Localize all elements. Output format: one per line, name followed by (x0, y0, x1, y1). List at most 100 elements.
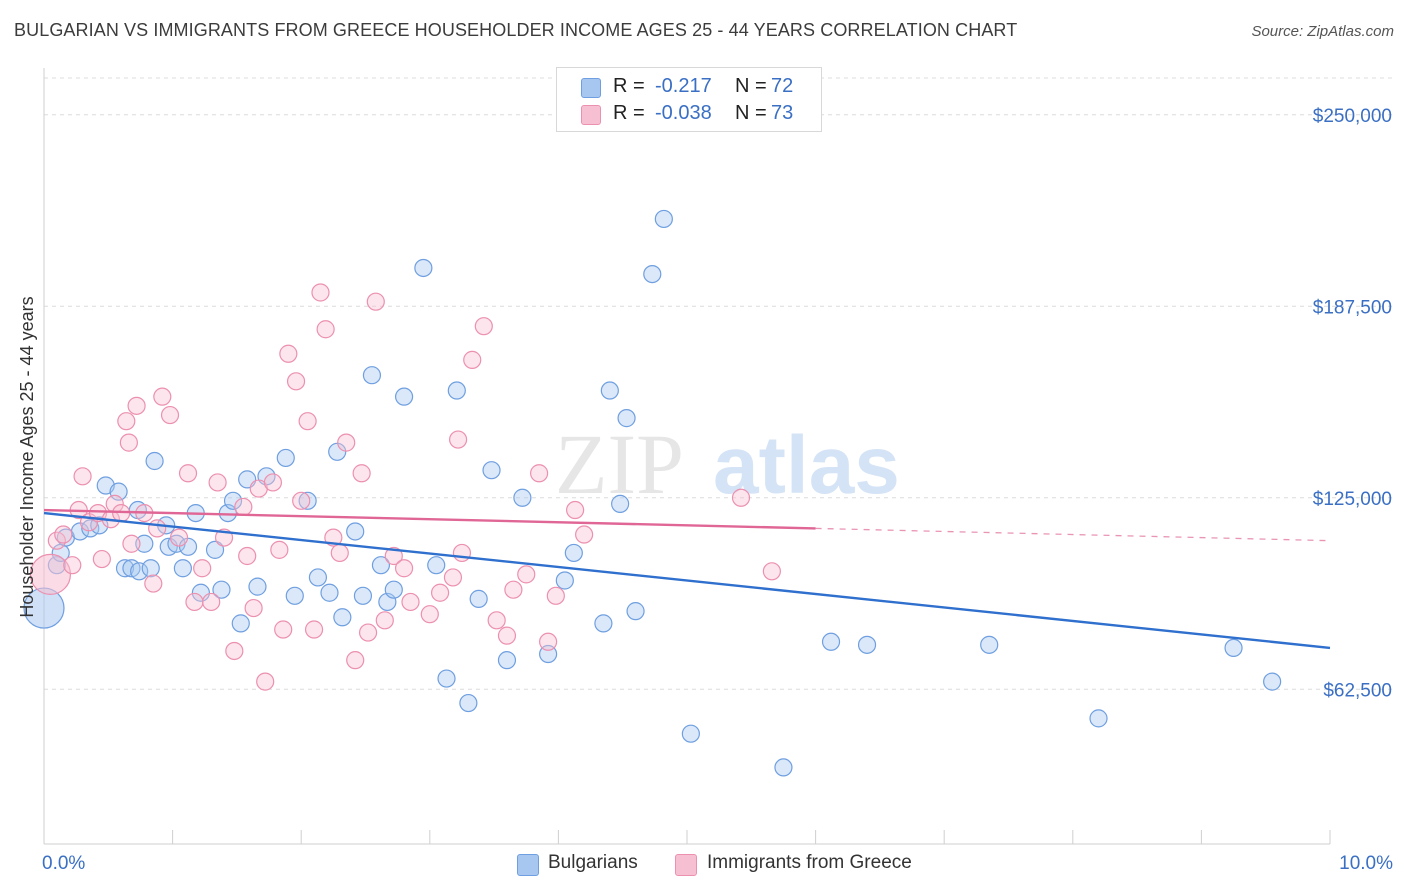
point-bulgarians (362, 366, 382, 385)
point-greece (148, 519, 167, 538)
point-greece (54, 525, 73, 544)
point-bulgarians (320, 583, 339, 602)
point-greece (193, 559, 212, 578)
point-greece (122, 534, 141, 553)
point-bulgarians (681, 724, 700, 743)
point-bulgarians (600, 381, 619, 400)
axis-labels: $62,500 $125,000 $187,500 $250,000 0.0% 10.0%… (17, 106, 1393, 874)
point-bulgarians (205, 540, 225, 559)
point-greece (546, 586, 565, 605)
point-greece (304, 620, 324, 639)
legend-r-label: R = (613, 102, 645, 124)
point-bulgarians (223, 491, 243, 510)
legend-n-label: N = (735, 75, 767, 97)
point-bulgarians (333, 608, 352, 627)
point-greece (401, 592, 420, 612)
point-greece (311, 283, 330, 302)
series-label-greece[interactable]: Immigrants from Greece (707, 852, 912, 873)
point-bulgarians (513, 488, 532, 507)
point-greece (487, 611, 506, 630)
point-bulgarians (611, 494, 630, 513)
point-greece (366, 292, 385, 311)
point-bulgarians (447, 381, 466, 400)
point-greece (504, 580, 523, 599)
point-greece (731, 488, 751, 507)
point-bulgarians (384, 580, 403, 599)
x-tick-label-min: 0.0% (42, 853, 85, 874)
point-greece (452, 543, 472, 563)
point-greece (144, 574, 163, 593)
point-bulgarians (857, 635, 877, 654)
correlation-legend: R = -0.217 N = 72 R = -0.038 N = 73 (556, 67, 822, 132)
series-swatch-greece[interactable] (675, 854, 697, 876)
point-greece (270, 540, 289, 559)
point-bulgarians (141, 559, 160, 578)
point-bulgarians (276, 448, 295, 468)
point-bulgarians (555, 571, 574, 590)
point-greece (185, 592, 204, 612)
point-greece (352, 464, 371, 483)
point-greece (394, 559, 414, 578)
point-bulgarians (1263, 672, 1282, 691)
point-bulgarians (437, 669, 456, 688)
point-greece (153, 387, 172, 406)
point-bulgarians (353, 586, 373, 605)
point-bulgarians (654, 209, 673, 229)
series-legend: Bulgarians Immigrants from Greece (0, 851, 1406, 877)
point-greece (117, 412, 136, 431)
point-bulgarians (482, 461, 501, 480)
point-greece (244, 598, 263, 618)
point-bulgarians (115, 559, 135, 578)
point-bulgarians (980, 635, 999, 654)
point-greece (286, 372, 306, 391)
point-greece (238, 546, 257, 566)
point-bulgarians (173, 559, 192, 578)
point-greece (420, 605, 439, 624)
point-greece (208, 473, 227, 492)
point-bulgarians (497, 651, 517, 670)
point-greece (160, 405, 180, 425)
point-greece (463, 350, 482, 369)
point-greece (762, 562, 781, 581)
point-bulgarians (130, 562, 149, 581)
point-bulgarians (212, 580, 231, 599)
data-points (23, 209, 1282, 777)
point-greece (530, 464, 549, 483)
point-bulgarians (427, 556, 446, 575)
point-bulgarians (285, 586, 304, 605)
y-tick-label: $62,500 (1323, 680, 1392, 701)
point-greece (292, 491, 311, 510)
legend-swatch-greece (581, 105, 601, 125)
legend-n-value: 72 (771, 75, 794, 97)
point-bulgarians (346, 522, 365, 541)
point-greece (263, 473, 283, 492)
trend-line-bulgarians (43, 511, 1331, 650)
point-greece (119, 433, 138, 452)
point-bulgarians (821, 632, 841, 651)
point-bulgarians (248, 577, 267, 596)
series-label-bulgarians[interactable]: Bulgarians (548, 852, 638, 873)
grid-lines (44, 77, 1392, 690)
series-swatch-bulgarians[interactable] (517, 854, 539, 876)
point-bulgarians (298, 491, 317, 510)
trend-line-greece (43, 508, 816, 530)
point-greece (375, 611, 394, 630)
point-greece (298, 412, 317, 431)
point-greece (430, 583, 450, 602)
point-bulgarians (594, 614, 613, 633)
axes (43, 68, 1331, 845)
trend-lines (43, 508, 1331, 650)
point-bulgarians (231, 614, 250, 633)
point-greece (346, 651, 365, 670)
point-bulgarians (626, 602, 645, 621)
point-greece (29, 553, 72, 595)
point-greece (92, 549, 111, 569)
legend-r-label: R = (613, 75, 645, 97)
point-greece (443, 568, 463, 587)
point-bulgarians (469, 589, 488, 608)
chart-title: BULGARIAN VS IMMIGRANTS FROM GREECE HOUS… (14, 20, 1018, 40)
x-tick-label-max: 10.0% (1339, 853, 1393, 874)
point-bulgarians (1224, 638, 1243, 658)
point-bulgarians (191, 583, 210, 602)
point-greece (497, 626, 517, 645)
